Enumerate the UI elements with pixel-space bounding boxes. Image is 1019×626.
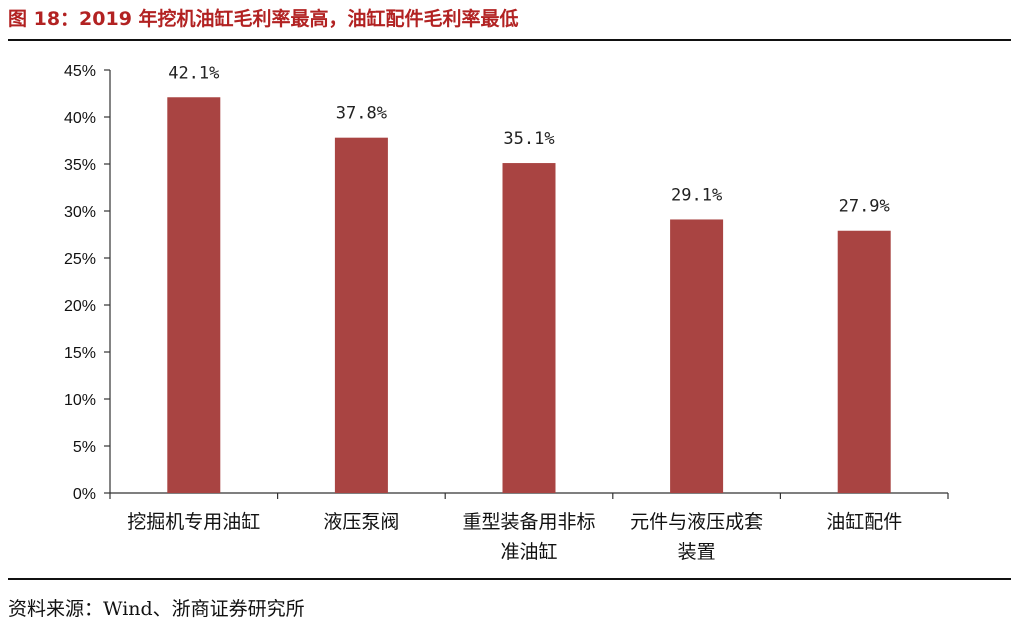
y-tick-label: 30% <box>64 204 96 221</box>
y-tick-label: 10% <box>64 392 96 409</box>
category-label: 元件与液压成套 <box>630 511 763 533</box>
data-labels: 42.1% 37.8% 35.1% 29.1% 27.9% <box>168 63 890 216</box>
bottom-rule <box>8 578 1011 580</box>
source-note: 资料来源：Wind、浙商证券研究所 <box>8 598 305 620</box>
data-label: 29.1% <box>671 185 722 205</box>
category-label: 挖掘机专用油缸 <box>127 511 260 533</box>
data-label: 37.8% <box>336 104 387 124</box>
y-tick-label: 0% <box>73 486 96 503</box>
y-tick-label: 15% <box>64 345 96 362</box>
bar <box>502 163 556 493</box>
bar <box>837 230 891 494</box>
figure-title: 图 18：2019 年挖机油缸毛利率最高，油缸配件毛利率最低 <box>8 8 519 30</box>
category-label: 液压泵阀 <box>323 511 399 533</box>
y-tick-label: 5% <box>73 439 96 456</box>
data-label: 35.1% <box>503 129 554 149</box>
bar <box>334 137 388 493</box>
y-tick-label: 35% <box>64 157 96 174</box>
y-tick-label: 40% <box>64 110 96 127</box>
category-label: 准油缸 <box>500 541 557 563</box>
y-tick-label: 20% <box>64 298 96 315</box>
bar <box>670 219 724 493</box>
bar <box>167 97 221 493</box>
category-label: 重型装备用非标 <box>462 511 595 533</box>
y-tick-label: 45% <box>64 63 96 80</box>
data-label: 42.1% <box>168 63 219 83</box>
category-label: 油缸配件 <box>826 511 902 533</box>
x-axis <box>109 492 949 499</box>
y-axis: 0% 5% 10% 15% 20% 25% 30% 35% 40% 45% <box>64 63 111 503</box>
category-label: 装置 <box>678 541 716 563</box>
y-tick-label: 25% <box>64 251 96 268</box>
top-rule <box>8 39 1011 41</box>
bars <box>167 97 891 494</box>
bar-chart: 0% 5% 10% 15% 20% 25% 30% 35% 40% 45% 42.1% 37.8% 3… <box>64 63 949 563</box>
data-label: 27.9% <box>839 197 890 217</box>
